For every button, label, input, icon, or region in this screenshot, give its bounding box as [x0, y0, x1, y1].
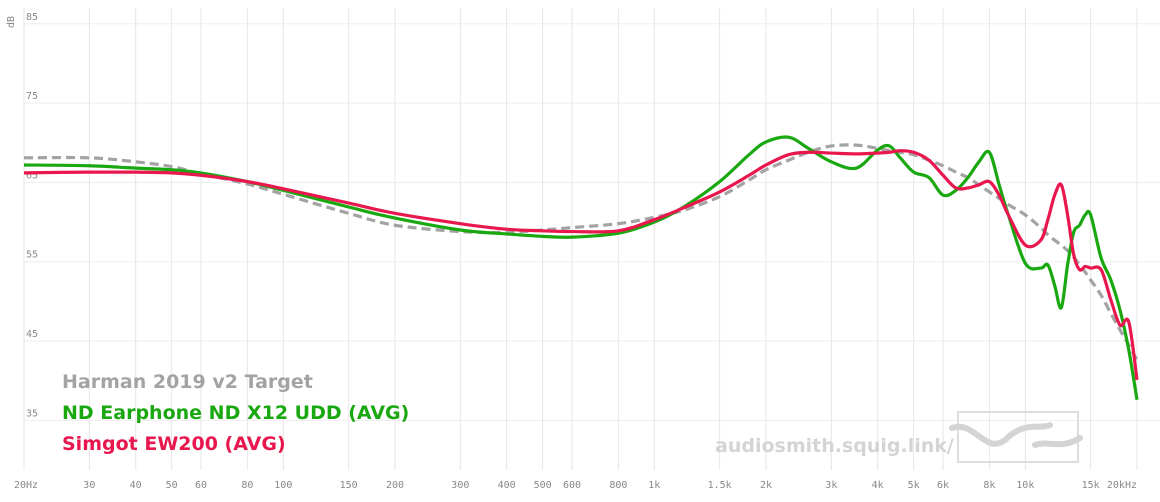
y-tick-label: 45 [26, 329, 38, 340]
x-tick-label: 20kHz [1107, 480, 1137, 491]
series-line [23, 135, 1139, 400]
grid [23, 8, 1160, 470]
legend-entry: ND Earphone ND X12 UDD (AVG) [62, 402, 409, 424]
x-tick-label: 400 [498, 480, 516, 491]
x-tick-label: 6k [937, 480, 949, 491]
x-tick-label: 20Hz [14, 480, 38, 491]
x-tick-label: 2k [760, 480, 772, 491]
x-tick-label: 300 [451, 480, 469, 491]
x-tick-label: 40 [130, 480, 142, 491]
x-tick-label: 30 [83, 480, 95, 491]
x-tick-label: 200 [386, 480, 404, 491]
series-line [23, 149, 1139, 381]
x-tick-label: 50 [166, 480, 178, 491]
legend-entry: Harman 2019 v2 Target [62, 371, 313, 393]
y-tick-label: 55 [26, 250, 38, 261]
x-tick-label: 1k [648, 480, 660, 491]
x-tick-label: 800 [609, 480, 627, 491]
x-tick-label: 10k [1016, 480, 1034, 491]
y-tick-label: 85 [26, 12, 38, 23]
x-tick-label: 8k [983, 480, 995, 491]
x-tick-label: 500 [534, 480, 552, 491]
watermark: audiosmith.squig.link/ [715, 435, 954, 457]
y-tick-label: 75 [26, 91, 38, 102]
x-tick-label: 3k [825, 480, 837, 491]
series-line [23, 143, 1139, 361]
x-tick-label: 60 [195, 480, 207, 491]
logo [949, 411, 1083, 463]
legend-entry: Simgot EW200 (AVG) [62, 433, 286, 455]
x-tick-label: 1.5k [708, 480, 732, 491]
y-tick-label: 35 [26, 408, 38, 419]
y-tick-label: 65 [26, 170, 38, 181]
x-tick-label: 15k [1082, 480, 1100, 491]
x-tick-label: 150 [340, 480, 358, 491]
x-tick-label: 5k [908, 480, 920, 491]
x-tick-label: 100 [274, 480, 292, 491]
y-axis-label: dB [6, 16, 17, 28]
x-tick-label: 80 [241, 480, 253, 491]
x-tick-label: 4k [872, 480, 884, 491]
x-tick-label: 600 [563, 480, 581, 491]
